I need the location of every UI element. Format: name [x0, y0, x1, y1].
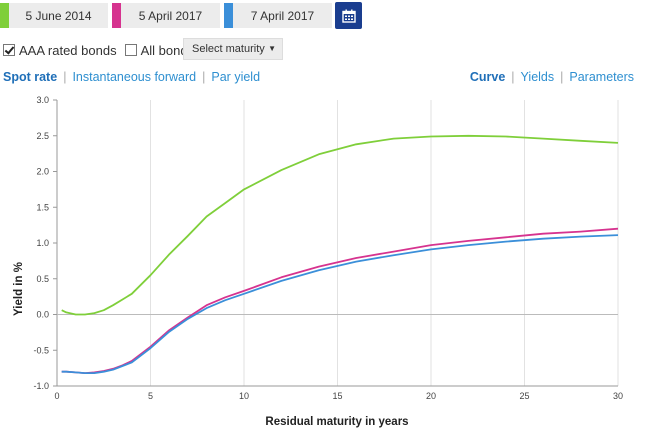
x-tick-labels: 0 5 10 15 20 25 30 — [54, 391, 623, 401]
y-tick-label: 1.0 — [36, 238, 49, 248]
dropdown-caret-icon: ▼ — [268, 44, 276, 53]
tab-separator: | — [560, 70, 564, 84]
tab-spot-rate[interactable]: Spot rate — [3, 70, 58, 84]
aaa-bonds-label: AAA rated bonds — [19, 42, 117, 58]
y-tick-label: 1.5 — [36, 202, 49, 212]
series-line-3 — [61, 234, 619, 375]
tab-par-yield[interactable]: Par yield — [211, 70, 261, 84]
date-picker-3-label: 7 April 2017 — [250, 8, 315, 23]
rate-type-tabs: Spot rate | Instantaneous forward | Par … — [3, 70, 260, 84]
chart-grid — [53, 99, 619, 387]
series-swatch-green — [0, 3, 9, 28]
y-tick-label: 0.0 — [36, 310, 49, 320]
maturity-select[interactable]: Select maturity ▼ — [183, 38, 283, 60]
calendar-icon — [341, 9, 356, 23]
tab-instantaneous-forward[interactable]: Instantaneous forward — [72, 70, 197, 84]
x-tick-label: 15 — [332, 391, 342, 401]
y-tick-label: -1.0 — [33, 381, 49, 391]
date-picker-3[interactable]: 7 April 2017 — [224, 3, 332, 28]
series-line-1 — [61, 134, 619, 316]
series-swatch-pink — [112, 3, 121, 28]
all-bonds-checkbox[interactable] — [124, 44, 137, 56]
x-tick-label: 5 — [148, 391, 153, 401]
x-tick-label: 25 — [519, 391, 529, 401]
x-tick-label: 30 — [613, 391, 623, 401]
date-picker-1-label: 5 June 2014 — [25, 8, 92, 23]
y-tick-label: 3.0 — [36, 95, 49, 105]
date-picker-1[interactable]: 5 June 2014 — [0, 3, 108, 28]
tab-curve[interactable]: Curve — [469, 70, 506, 84]
tab-separator: | — [202, 70, 206, 84]
x-tick-label: 20 — [426, 391, 436, 401]
y-tick-label: 0.5 — [36, 274, 49, 284]
y-tick-labels: -1.0 -0.5 0.0 0.5 1.0 1.5 2.0 2.5 3.0 — [33, 95, 49, 391]
x-tick-label: 0 — [54, 391, 59, 401]
y-tick-label: 2.0 — [36, 167, 49, 177]
y-axis-title: Yield in % — [13, 262, 25, 316]
all-bonds-label: All bonds — [140, 42, 195, 58]
series-swatch-blue — [224, 3, 233, 28]
date-picker-2[interactable]: 5 April 2017 — [112, 3, 220, 28]
calendar-button[interactable] — [335, 2, 362, 29]
x-tick-label: 10 — [239, 391, 249, 401]
view-tabs: Curve | Yields | Parameters — [470, 70, 634, 84]
tab-yields[interactable]: Yields — [520, 70, 555, 84]
aaa-bonds-checkbox[interactable] — [3, 44, 15, 56]
y-tick-label: -0.5 — [33, 345, 49, 355]
y-tick-label: 2.5 — [36, 131, 49, 141]
maturity-select-value: Select maturity — [192, 43, 265, 55]
tab-separator: | — [511, 70, 515, 84]
bond-filter-row: AAA rated bonds All bonds — [3, 40, 202, 60]
yield-curve-chart: 0 5 10 15 20 25 30 -1.0 -0.5 0.0 0.5 1.0 1.5 2.0 2.5 3… — [13, 95, 623, 428]
date-picker-2-label: 5 April 2017 — [138, 8, 203, 23]
tab-parameters[interactable]: Parameters — [569, 70, 634, 84]
tab-separator: | — [63, 70, 67, 84]
x-axis-title: Residual maturity in years — [265, 416, 408, 428]
chart-series — [61, 134, 619, 375]
